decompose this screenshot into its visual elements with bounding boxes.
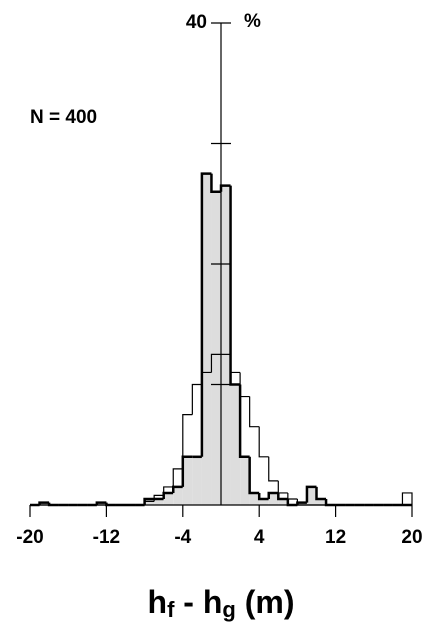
x-label-part: - h <box>174 584 222 620</box>
bar-outline <box>249 396 260 428</box>
bar-outline <box>324 498 336 507</box>
bar-outline <box>229 354 241 374</box>
bar-outline <box>229 185 241 386</box>
bar-outline <box>210 353 221 373</box>
x-axis-label: hf - hg (m) <box>148 584 295 622</box>
bar-fill <box>163 492 174 505</box>
bar-outline <box>210 173 221 193</box>
x-tick-label: 4 <box>254 527 265 548</box>
bar-outline <box>277 480 288 494</box>
bar-outline <box>238 384 250 459</box>
bar-outline <box>95 501 107 505</box>
bar-outline <box>153 494 164 502</box>
bar-outline <box>401 492 413 505</box>
x-label-part: h <box>148 584 168 620</box>
bar-fill <box>306 486 317 505</box>
y-tick-label: 40 <box>186 12 207 33</box>
bar-outline <box>258 426 269 458</box>
bar-outline <box>268 456 279 482</box>
bar-fill <box>201 173 212 505</box>
bar-fill <box>154 498 164 505</box>
bar-fill <box>192 456 202 505</box>
bar-outline <box>315 486 327 501</box>
bar-fill <box>211 191 221 505</box>
x-label-part: f <box>167 597 175 622</box>
bar-outline <box>248 456 260 495</box>
bar-outline <box>277 492 288 501</box>
bar-fill <box>249 492 260 505</box>
bar-outline <box>191 383 202 415</box>
bar-outline <box>286 498 298 507</box>
bar-fill <box>221 185 231 506</box>
bar-fill <box>144 498 155 505</box>
bar-outline <box>182 414 193 469</box>
bar-outline <box>267 491 279 499</box>
bar-outline <box>239 372 250 398</box>
x-tick-label: -4 <box>174 527 191 548</box>
bar-fill <box>278 498 288 505</box>
bar-fill <box>316 498 327 505</box>
x-tick-label: 12 <box>325 527 346 548</box>
bar-fill <box>230 384 241 505</box>
x-label-part: g <box>222 597 235 622</box>
bar-outline <box>172 468 183 487</box>
x-label-part: (m) <box>236 584 295 620</box>
annotation: N = 400 <box>30 107 97 128</box>
y-axis-label: % <box>244 11 261 32</box>
bar-fill <box>173 486 183 505</box>
x-tick-label: -20 <box>16 527 43 548</box>
bar-outline <box>38 501 50 505</box>
bar-fill <box>182 456 193 505</box>
bar-fill <box>240 456 250 505</box>
bar-outline <box>305 485 317 503</box>
bar-outline <box>257 492 269 501</box>
x-tick-label: -12 <box>93 527 120 548</box>
bar-fill <box>259 498 269 505</box>
bar-outline <box>201 371 212 385</box>
x-tick-label: 20 <box>401 527 422 548</box>
bar-outline <box>144 500 155 505</box>
bar-fill <box>268 492 279 505</box>
bar-outline <box>287 492 298 500</box>
bar-outline <box>163 486 174 496</box>
bar-outline <box>200 172 212 457</box>
